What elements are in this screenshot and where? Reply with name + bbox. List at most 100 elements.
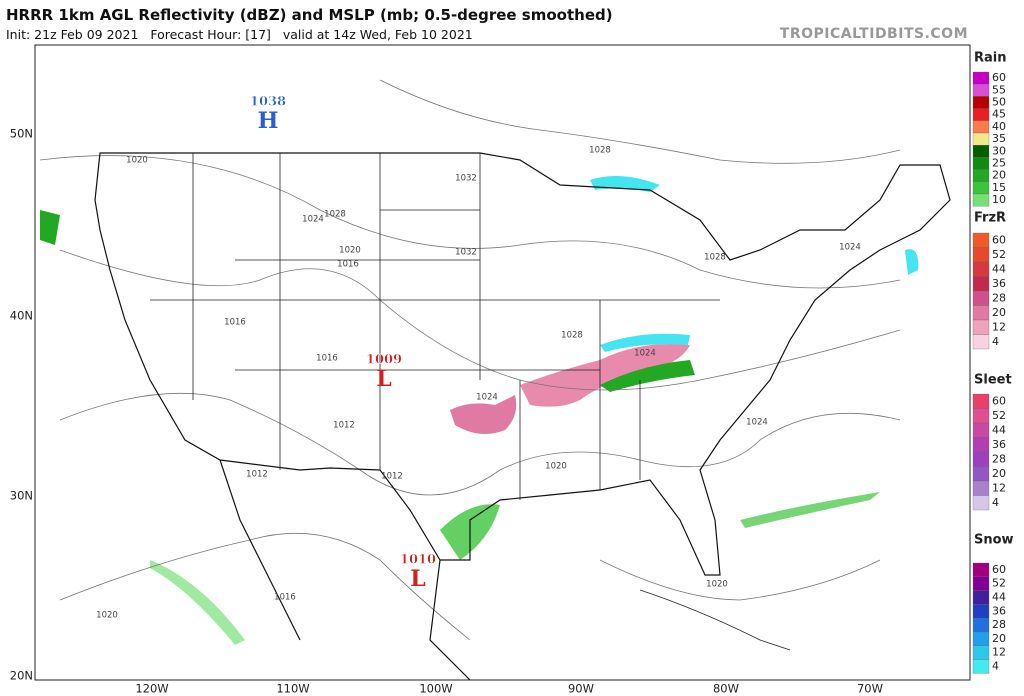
rain-area bbox=[740, 492, 880, 528]
legend-label: 28 bbox=[992, 618, 1006, 631]
isobar-label: 1028 bbox=[324, 210, 346, 220]
legend-label: 20 bbox=[992, 467, 1006, 480]
legend-label: 35 bbox=[992, 132, 1006, 145]
isobar-label: 1028 bbox=[589, 146, 611, 156]
legend-swatch bbox=[972, 71, 990, 85]
legend-label: 52 bbox=[992, 409, 1006, 422]
legend-swatch bbox=[972, 645, 990, 660]
legend-swatch bbox=[972, 604, 990, 619]
isobar-label: 1032 bbox=[455, 248, 477, 258]
legend-label: 52 bbox=[992, 577, 1006, 590]
pressure-value: 1038 bbox=[250, 95, 286, 110]
legend-label: 20 bbox=[992, 632, 1006, 645]
legend-label: 12 bbox=[992, 481, 1006, 494]
legend-label: 36 bbox=[992, 604, 1006, 617]
legend-label: 44 bbox=[992, 262, 1006, 275]
legend-label: 60 bbox=[992, 71, 1006, 84]
isobar-label: 1020 bbox=[545, 462, 567, 472]
lon-label: 90W bbox=[568, 682, 594, 696]
pressure-value: 1009 bbox=[366, 353, 402, 368]
isobar-label: 1016 bbox=[316, 354, 338, 364]
legend-swatch bbox=[972, 247, 990, 263]
legend-label: 60 bbox=[992, 233, 1006, 246]
legend-swatch bbox=[972, 422, 990, 438]
legend-swatch bbox=[972, 495, 990, 511]
legend-swatch bbox=[972, 132, 990, 146]
legend-swatch bbox=[972, 480, 990, 496]
legend-swatch bbox=[972, 319, 990, 335]
pressure-symbol: L bbox=[376, 366, 391, 392]
brand: TROPICALTIDBITS.COM bbox=[780, 26, 968, 42]
rain-area bbox=[40, 210, 60, 245]
lon-label: 80W bbox=[713, 682, 739, 696]
legend-swatch bbox=[972, 576, 990, 591]
legend-label: 45 bbox=[992, 108, 1006, 121]
snow-area bbox=[600, 333, 690, 352]
pressure-symbol: L bbox=[410, 566, 425, 592]
legend-swatch bbox=[972, 120, 990, 134]
isobar-label: 1028 bbox=[704, 253, 726, 263]
legend-label: 60 bbox=[992, 563, 1006, 576]
legend-swatch bbox=[972, 181, 990, 195]
isobar-label: 1012 bbox=[381, 472, 403, 482]
legend-swatch bbox=[972, 562, 990, 577]
legend-title: Rain bbox=[974, 51, 1007, 66]
legend-title: Sleet bbox=[974, 373, 1012, 388]
freezing-rain-area bbox=[520, 344, 690, 407]
legend-swatch bbox=[972, 618, 990, 633]
isobar-label: 1020 bbox=[126, 156, 148, 166]
legend-swatch bbox=[972, 193, 990, 207]
legend-swatch bbox=[972, 261, 990, 277]
freezing-rain-area bbox=[450, 395, 517, 434]
legend-swatch bbox=[972, 451, 990, 467]
coastline bbox=[94, 152, 951, 576]
legend-title: Snow bbox=[974, 533, 1014, 548]
legend-swatch bbox=[972, 631, 990, 646]
isobar bbox=[379, 79, 901, 164]
legend-swatch bbox=[972, 290, 990, 306]
lon-label: 70W bbox=[857, 682, 883, 696]
isobar-label: 1032 bbox=[455, 174, 477, 184]
legend-swatch bbox=[972, 408, 990, 424]
legend-swatch bbox=[972, 393, 990, 409]
lat-label: 40N bbox=[10, 309, 33, 323]
legend-label: 20 bbox=[992, 306, 1006, 319]
lat-label: 20N bbox=[10, 669, 33, 683]
legend-label: 60 bbox=[992, 394, 1006, 407]
isobar bbox=[59, 392, 901, 496]
legend-label: 55 bbox=[992, 83, 1006, 96]
legend-label: 25 bbox=[992, 157, 1006, 170]
legend-swatch bbox=[972, 232, 990, 248]
isobar-label: 1024 bbox=[302, 215, 324, 225]
legend-label: 4 bbox=[992, 660, 999, 673]
isobar-label: 1016 bbox=[224, 318, 246, 328]
legend-label: 12 bbox=[992, 320, 1006, 333]
pressure-value: 1010 bbox=[400, 553, 436, 568]
legend-swatch bbox=[972, 108, 990, 121]
lat-label: 50N bbox=[10, 127, 33, 141]
legend-title: FrzR bbox=[974, 211, 1006, 226]
lat-label: 30N bbox=[10, 489, 33, 503]
legend-swatch bbox=[972, 169, 990, 182]
legend-label: 52 bbox=[992, 248, 1006, 261]
legend-swatch bbox=[972, 145, 990, 158]
isobar bbox=[59, 249, 901, 391]
pressure-symbol: H bbox=[258, 108, 279, 134]
lon-label: 100W bbox=[419, 682, 452, 696]
isobar-label: 1020 bbox=[339, 246, 361, 256]
isobar-label: 1012 bbox=[333, 421, 355, 431]
rain-area bbox=[600, 360, 695, 392]
isobar bbox=[59, 532, 471, 641]
mexico-coast bbox=[219, 459, 471, 681]
map-frame bbox=[34, 44, 971, 681]
isobar-label: 1024 bbox=[476, 393, 498, 403]
legend-label: 20 bbox=[992, 169, 1006, 182]
isobar-label: 1024 bbox=[746, 418, 768, 428]
legend-label: 28 bbox=[992, 291, 1006, 304]
isobar-label: 1020 bbox=[96, 611, 118, 621]
legend-label: 40 bbox=[992, 120, 1006, 133]
isobar-label: 1016 bbox=[274, 593, 296, 603]
legend-swatch bbox=[972, 659, 990, 674]
